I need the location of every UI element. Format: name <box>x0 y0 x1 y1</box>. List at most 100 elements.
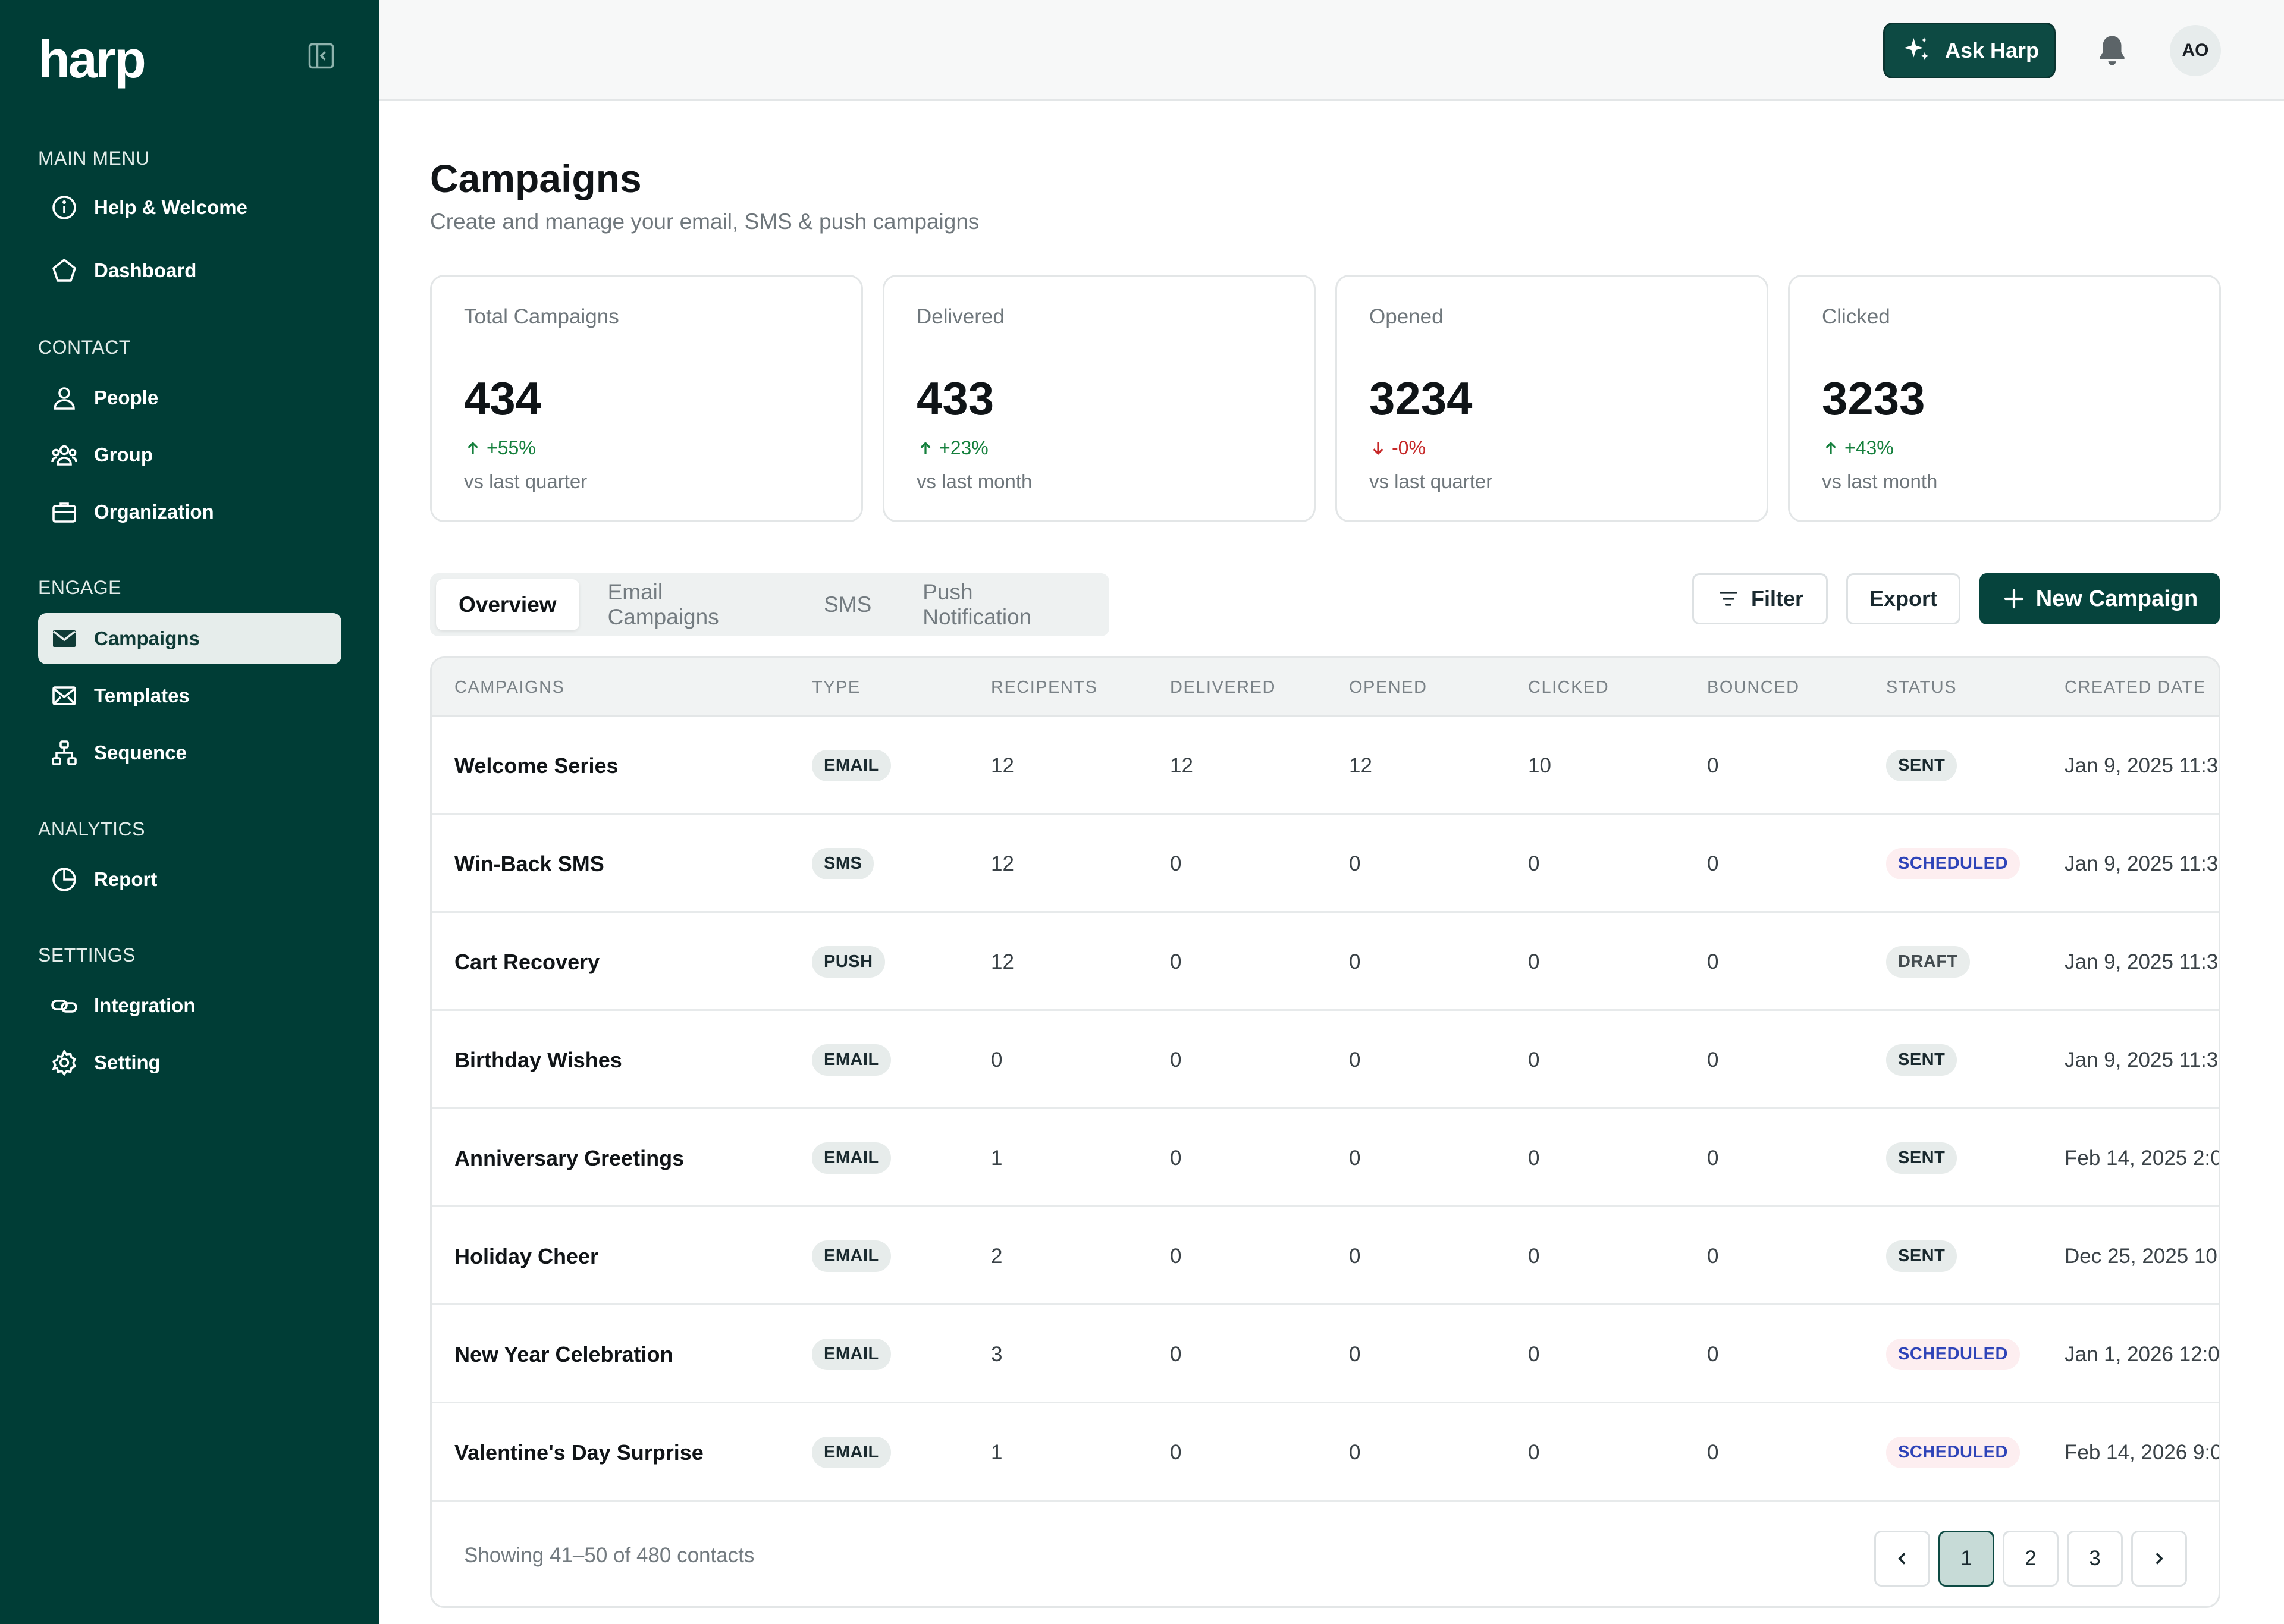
stat-change: +55% <box>464 437 536 459</box>
sidebar-item-help-welcome[interactable]: Help & Welcome <box>38 182 341 233</box>
sidebar-item-sequence[interactable]: Sequence <box>38 727 341 778</box>
column-header-recipients[interactable]: RECIPENTS <box>991 678 1098 697</box>
recipients-cell: 2 <box>991 1244 1003 1268</box>
table-row[interactable]: Win-Back SMS SMS 12 0 0 0 0 SCHEDULED Ja… <box>432 815 2219 913</box>
bell-icon[interactable] <box>2094 32 2131 69</box>
tab-email-campaigns[interactable]: Email Campaigns <box>607 580 719 629</box>
campaign-name[interactable]: New Year Celebration <box>454 1342 673 1367</box>
campaign-name[interactable]: Valentine's Day Surprise <box>454 1440 704 1465</box>
pagination-prev-button[interactable] <box>1874 1531 1930 1587</box>
column-header-type[interactable]: TYPE <box>812 678 861 697</box>
created-date-cell: Jan 1, 2026 12:00 <box>2065 1342 2220 1366</box>
table-row[interactable]: Welcome Series EMAIL 12 12 12 10 0 SENT … <box>432 717 2219 815</box>
clicked-cell: 10 <box>1528 753 1551 777</box>
stat-label: Clicked <box>1822 305 1890 328</box>
table-row[interactable]: Valentine's Day Surprise EMAIL 1 0 0 0 0… <box>432 1403 2219 1502</box>
recipients-cell: 1 <box>991 1146 1003 1170</box>
sidebar-item-people[interactable]: People <box>38 372 341 423</box>
status-cell: SCHEDULED <box>1886 1305 2020 1403</box>
column-header-status[interactable]: STATUS <box>1886 678 1957 697</box>
column-header-campaigns[interactable]: CAMPAIGNS <box>454 678 565 697</box>
sidebar-item-report[interactable]: Report <box>38 854 341 905</box>
sidebar-item-templates[interactable]: Templates <box>38 670 341 721</box>
status-badge: SCHEDULED <box>1886 1437 2020 1468</box>
status-badge: SCHEDULED <box>1886 848 2020 879</box>
sidebar-item-setting[interactable]: Setting <box>38 1037 341 1088</box>
delivered-cell: 0 <box>1170 1440 1182 1464</box>
column-header-bounced[interactable]: BOUNCED <box>1707 678 1800 697</box>
filter-button[interactable]: Filter <box>1692 573 1828 624</box>
clicked-cell: 0 <box>1528 1440 1540 1464</box>
sidebar-item-integration[interactable]: Integration <box>38 980 341 1031</box>
clicked-cell: 0 <box>1528 1244 1540 1268</box>
stat-change-value: -0% <box>1392 437 1426 458</box>
table-row[interactable]: Cart Recovery PUSH 12 0 0 0 0 DRAFT Jan … <box>432 913 2219 1011</box>
created-date-cell: Feb 14, 2025 2:00 <box>2065 1146 2220 1170</box>
type-cell: EMAIL <box>812 1109 891 1207</box>
sidebar-item-campaigns[interactable]: Campaigns <box>38 613 341 664</box>
pagination-next-button[interactable] <box>2131 1531 2187 1587</box>
campaign-name[interactable]: Anniversary Greetings <box>454 1145 685 1170</box>
plus-icon <box>2004 589 2023 609</box>
export-button[interactable]: Export <box>1846 573 1960 624</box>
opened-cell: 0 <box>1349 1440 1361 1464</box>
stat-change: -0% <box>1369 437 1426 459</box>
sidebar-item-label: Sequence <box>94 742 187 764</box>
column-header-created-date[interactable]: CREATED DATE <box>2065 678 2206 697</box>
opened-cell: 12 <box>1349 753 1372 777</box>
stat-change-value: +43% <box>1844 437 1894 458</box>
column-header-delivered[interactable]: DELIVERED <box>1170 678 1276 697</box>
stat-card-total-campaigns: Total Campaigns 434 +55% vs last quarter <box>430 275 863 522</box>
campaign-name[interactable]: Welcome Series <box>454 753 619 778</box>
opened-cell: 0 <box>1349 1342 1361 1366</box>
bounced-cell: 0 <box>1707 753 1719 777</box>
type-badge: PUSH <box>812 946 885 978</box>
harp-logo[interactable]: harp <box>38 30 146 89</box>
column-header-opened[interactable]: OPENED <box>1349 678 1428 697</box>
campaign-name[interactable]: Holiday Cheer <box>454 1243 599 1268</box>
delivered-cell: 12 <box>1170 753 1193 777</box>
pagination-page-3[interactable]: 3 <box>2067 1531 2123 1587</box>
table-row[interactable]: Anniversary Greetings EMAIL 1 0 0 0 0 SE… <box>432 1109 2219 1207</box>
created-date-cell: Dec 25, 2025 10:00 <box>2065 1244 2219 1268</box>
avatar[interactable]: AO <box>2170 25 2221 76</box>
type-cell: EMAIL <box>812 1403 891 1502</box>
tab-overview[interactable]: Overview <box>436 579 579 630</box>
campaign-name[interactable]: Birthday Wishes <box>454 1047 622 1072</box>
tab-sms[interactable]: SMS <box>824 592 872 617</box>
ask-harp-button[interactable]: Ask Harp <box>1883 23 2056 78</box>
campaign-name[interactable]: Win-Back SMS <box>454 851 604 876</box>
sidebar-item-organization[interactable]: Organization <box>38 486 341 538</box>
campaign-name[interactable]: Cart Recovery <box>454 949 600 974</box>
table-row[interactable]: Holiday Cheer EMAIL 2 0 0 0 0 SENT Dec 2… <box>432 1207 2219 1305</box>
table-row[interactable]: Birthday Wishes EMAIL 0 0 0 0 0 SENT Jan… <box>432 1011 2219 1109</box>
arrow-up-icon <box>1825 441 1836 454</box>
tab-push-notification[interactable]: Push Notification <box>923 580 1032 629</box>
sitemap-icon <box>50 739 79 767</box>
table-row[interactable]: New Year Celebration EMAIL 3 0 0 0 0 SCH… <box>432 1305 2219 1403</box>
stat-period: vs last quarter <box>464 470 588 492</box>
sidebar-item-dashboard[interactable]: Dashboard <box>38 245 341 296</box>
nav-section-engage: ENGAGE <box>38 577 121 598</box>
sidebar-item-group[interactable]: Group <box>38 429 341 480</box>
new-campaign-button[interactable]: New Campaign <box>1979 573 2220 624</box>
status-cell: SCHEDULED <box>1886 815 2020 913</box>
delivered-cell: 0 <box>1170 1342 1182 1366</box>
pagination-page-1[interactable]: 1 <box>1938 1531 1994 1587</box>
stat-change-value: +23% <box>939 437 989 458</box>
export-label: Export <box>1869 586 1937 611</box>
pagination-page-2[interactable]: 2 <box>2003 1531 2059 1587</box>
sidebar-item-label: Campaigns <box>94 627 200 649</box>
stat-label: Opened <box>1369 305 1444 328</box>
created-date-cell: Jan 9, 2025 11:32 <box>2065 1048 2220 1072</box>
status-cell: SENT <box>1886 1207 1957 1305</box>
stat-card-opened: Opened 3234 -0% vs last quarter <box>1335 275 1768 522</box>
column-header-clicked[interactable]: CLICKED <box>1528 678 1610 697</box>
sidebar-collapse-icon[interactable] <box>306 40 337 71</box>
nav-section-main-menu: MAIN MENU <box>38 147 150 169</box>
status-cell: SCHEDULED <box>1886 1403 2020 1502</box>
clicked-cell: 0 <box>1528 1146 1540 1170</box>
status-cell: DRAFT <box>1886 913 1970 1011</box>
stat-period: vs last month <box>1822 470 1938 492</box>
type-cell: EMAIL <box>812 1305 891 1403</box>
